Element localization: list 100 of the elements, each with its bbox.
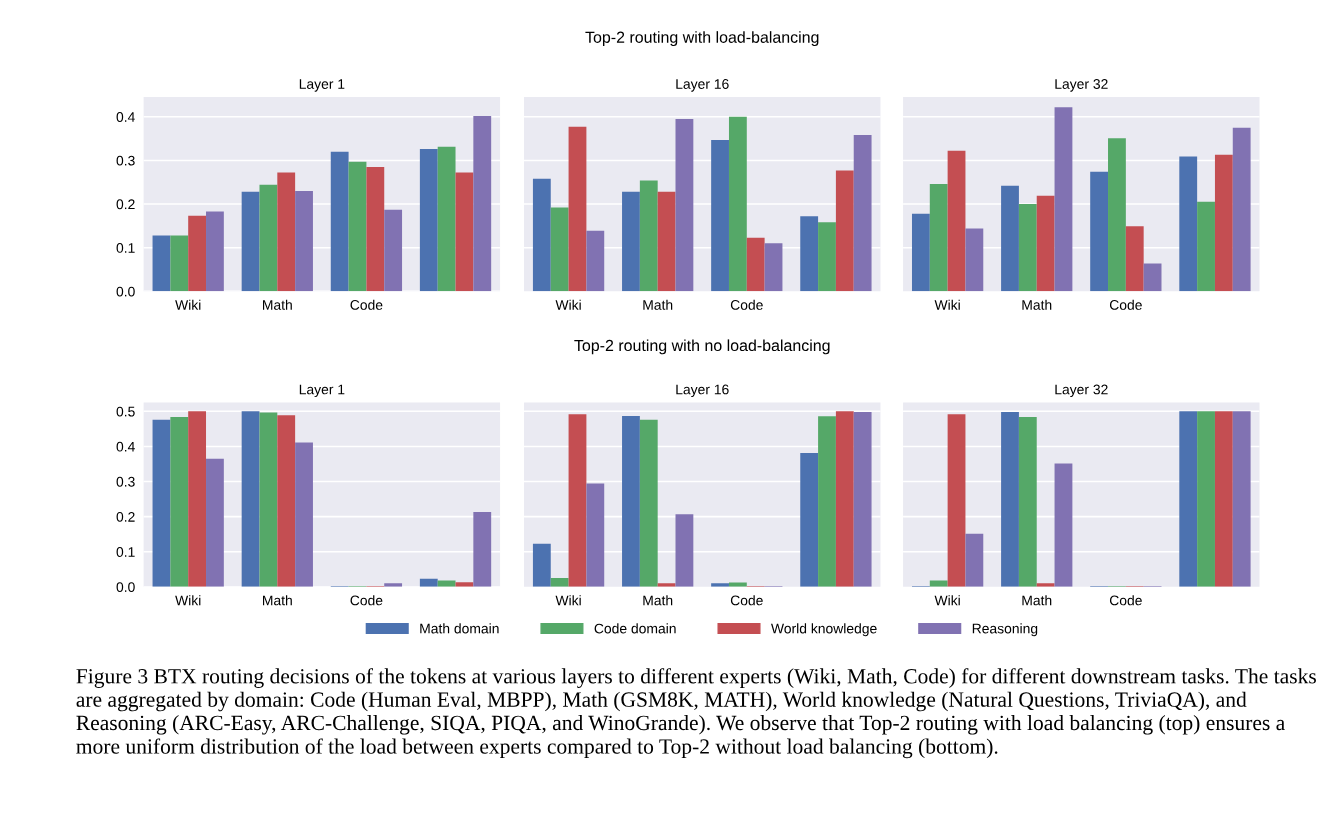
bar: [277, 172, 296, 292]
bar: [419, 149, 438, 292]
bar: [746, 237, 765, 292]
bar: [241, 191, 260, 292]
bar: [818, 222, 836, 292]
bar: [728, 116, 747, 292]
legend-label: Math domain: [420, 623, 499, 634]
bar: [152, 419, 171, 587]
y-tick-label: 0.5: [116, 406, 135, 417]
bar: [1214, 154, 1233, 292]
bar: [532, 178, 551, 292]
bar: [366, 166, 385, 292]
bar: [764, 243, 783, 292]
bar: [1125, 226, 1144, 292]
chart-subtitle: Top-2 routing with no load-balancing: [574, 339, 830, 355]
y-tick-label: 0.2: [116, 199, 135, 210]
bar: [473, 512, 492, 587]
bar: [1001, 412, 1019, 587]
chart-title: Layer 16: [676, 79, 729, 92]
bar: [1143, 263, 1162, 292]
bar: [965, 228, 984, 292]
y-tick-label: 0.3: [116, 476, 135, 487]
bar: [437, 146, 456, 292]
bar: [1214, 411, 1233, 587]
x-tick-label: Math: [1022, 595, 1052, 606]
caption: Figure 3 BTX routing decisions of the tokens at various layers to different experts (Wiki, Math, Code) for different downstream tasks. The tasks are aggregated by domain: Code (Human Eval, MBPP), Math (GSM8K, MATH), World knowledge (Natural Questions, TriviaQA), and Reasoning (ARC-Easy, ARC-Challenge, SIQA, PIQA, and WinoGrande). We observe that Top-2 routing with load balancing (top) ensures a more uniform distribution of the load between experts compared to Top-2 without load balancing (bottom).: [76, 668, 1316, 759]
bar: [911, 213, 930, 292]
chart-title: Layer 16: [676, 384, 729, 398]
bar: [188, 411, 207, 587]
x-tick-label: Code: [350, 299, 383, 310]
bar: [1232, 127, 1251, 292]
bar: [1018, 204, 1037, 292]
chart-subtitle: Top-2 routing with load-balancing: [585, 31, 819, 47]
y-tick-label: 0.1: [116, 243, 135, 253]
bar: [152, 235, 171, 292]
bar: [532, 543, 551, 587]
bar: [622, 191, 640, 292]
x-tick-label: Math: [643, 299, 673, 310]
bar: [170, 416, 189, 587]
bar: [1001, 185, 1019, 292]
bar: [818, 416, 836, 587]
bar: [1054, 107, 1073, 292]
bar: [835, 170, 854, 292]
x-tick-label: Code: [730, 595, 763, 606]
bar: [568, 126, 587, 292]
bar: [675, 118, 694, 292]
bar: [1054, 463, 1073, 587]
bar: [550, 578, 569, 587]
chart-title: Layer 32: [1055, 79, 1108, 92]
chart-title: Layer 1: [299, 79, 345, 92]
bar: [639, 419, 658, 587]
x-tick-label: Math: [263, 299, 292, 310]
bar: [965, 533, 984, 587]
x-tick-label: Code: [350, 595, 383, 606]
x-tick-label: Math: [1022, 299, 1052, 310]
bar: [947, 414, 966, 587]
y-tick-label: 0.4: [116, 441, 135, 452]
y-tick-label: 0.0: [116, 582, 135, 592]
bar: [384, 209, 403, 292]
y-tick-label: 0.4: [116, 112, 135, 122]
bar: [241, 411, 260, 587]
bar: [586, 230, 605, 292]
bar: [568, 414, 587, 587]
bar: [550, 207, 569, 292]
bar: [1179, 156, 1198, 292]
bar: [295, 442, 313, 587]
x-tick-label: Code: [1109, 299, 1142, 310]
bar: [188, 215, 207, 292]
bar: [206, 211, 224, 292]
bar: [1036, 195, 1055, 292]
legend-label: Reasoning: [972, 623, 1038, 637]
bar: [295, 190, 313, 292]
bar: [437, 580, 456, 587]
bar: [330, 151, 349, 292]
bar: [657, 191, 676, 292]
bar: [259, 412, 278, 587]
chart-title: Layer 32: [1055, 384, 1108, 398]
x-tick-label: Math: [263, 595, 292, 606]
bar: [348, 161, 367, 292]
bar: [586, 483, 605, 587]
y-tick-label: 0.3: [116, 155, 135, 166]
y-tick-label: 0.1: [116, 547, 135, 557]
x-tick-label: Wiki: [934, 299, 960, 310]
chart-title: Layer 1: [299, 384, 345, 398]
bar: [1179, 411, 1198, 587]
bar: [277, 415, 296, 587]
bar: [1108, 138, 1126, 292]
x-tick-label: Wiki: [175, 595, 201, 606]
bar: [929, 183, 948, 292]
bar: [947, 150, 966, 292]
bar: [639, 180, 658, 292]
bar: [1197, 201, 1215, 292]
x-tick-label: Wiki: [555, 299, 581, 310]
legend-label: Code domain: [594, 623, 676, 634]
bar: [206, 458, 224, 587]
bar: [259, 184, 278, 292]
bar: [455, 172, 474, 292]
legend-label: World knowledge: [771, 623, 877, 637]
bar: [622, 415, 640, 587]
bar: [853, 135, 872, 292]
